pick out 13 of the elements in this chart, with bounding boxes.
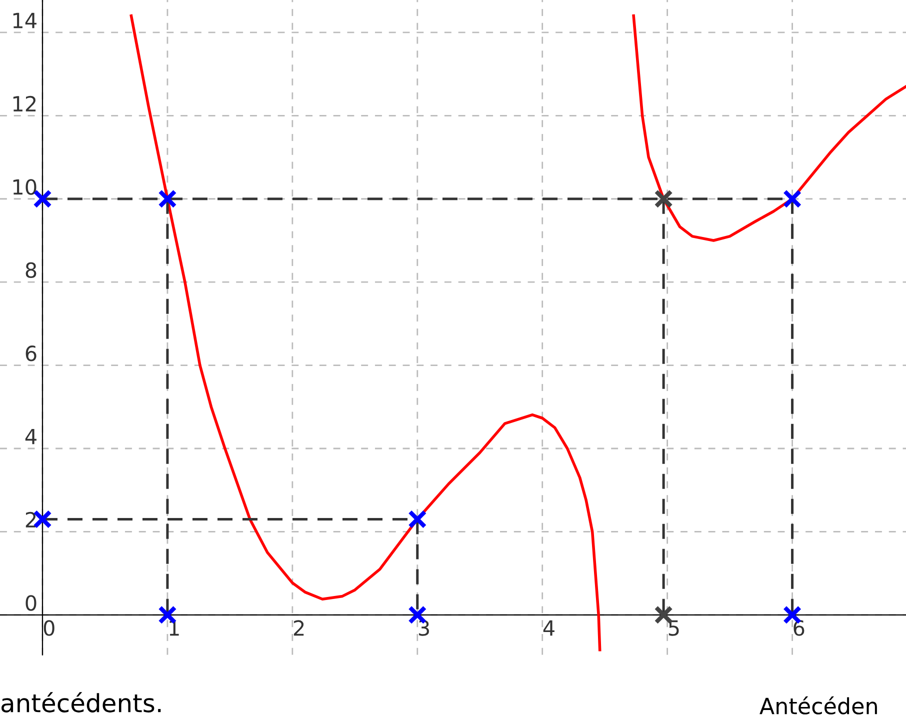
y-tick-label: 0 (26, 595, 36, 611)
y-tick-label: 10 (13, 179, 36, 195)
y-tick-label: 14 (13, 12, 36, 28)
x-tick-label: 0 (44, 620, 54, 636)
y-tick-label: 12 (13, 96, 36, 112)
text: Antécéden (760, 696, 877, 714)
x-tick-label: 4 (543, 620, 554, 636)
y-tick-label: 8 (26, 262, 36, 278)
x-tick-label: 2 (294, 620, 304, 636)
y-tick-label: 4 (25, 428, 36, 444)
text: antécédents. (2, 692, 161, 712)
y-tick-label: 6 (26, 345, 36, 362)
y-tick-label: 2 (26, 512, 36, 528)
